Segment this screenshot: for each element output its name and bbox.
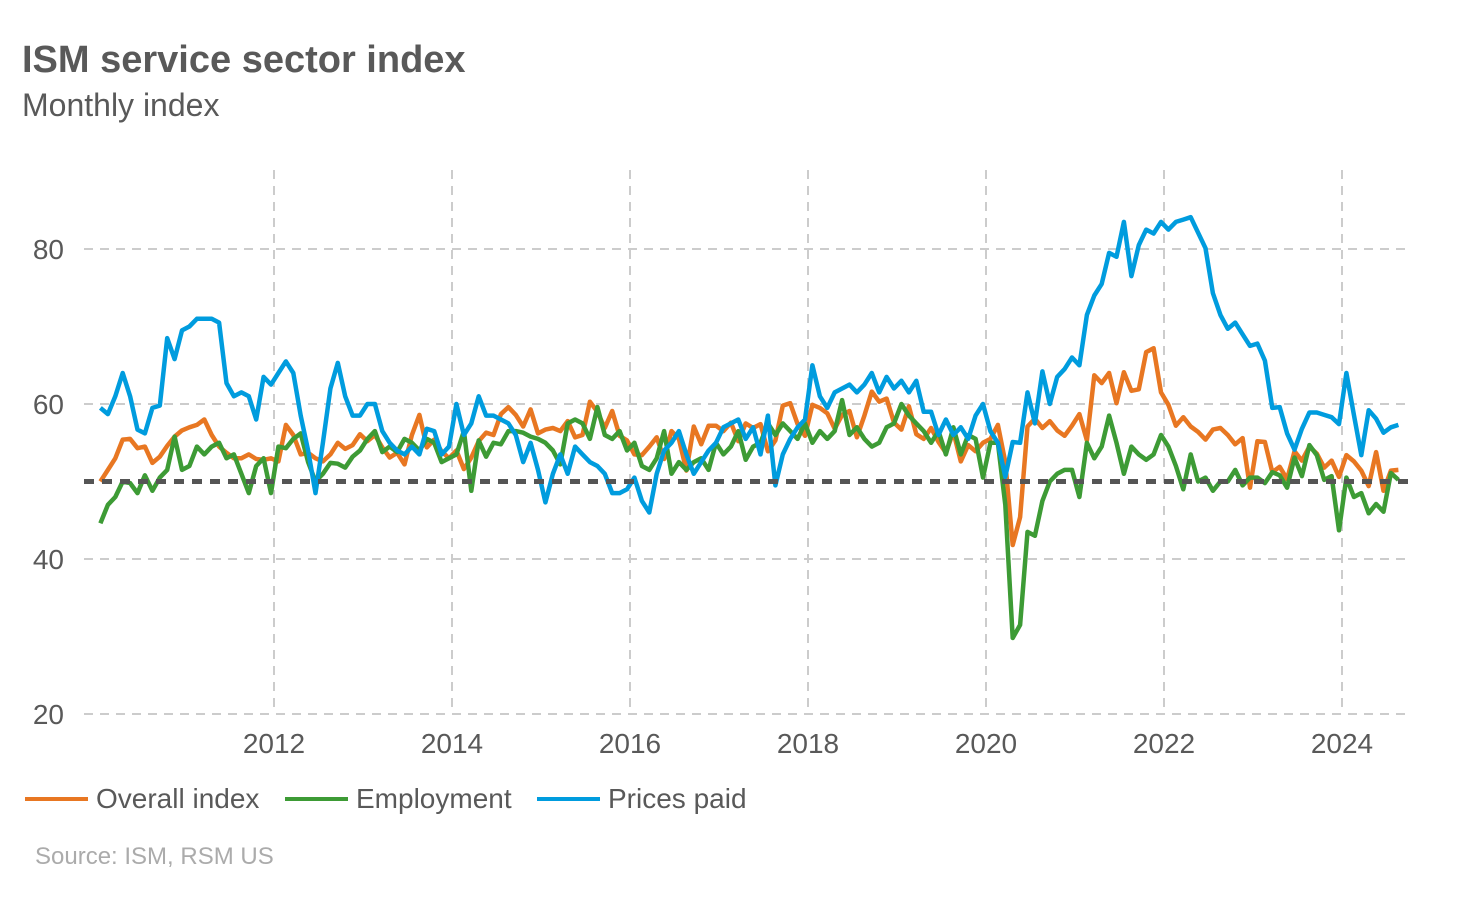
series-lines [84, 214, 1412, 641]
legend-label: Employment [356, 783, 512, 814]
chart-subtitle: Monthly index [22, 87, 219, 123]
x-tick-label: 2022 [1133, 728, 1195, 759]
x-tick-label: 2012 [243, 728, 305, 759]
series-line-overall-index [98, 345, 1399, 548]
legend: Overall index Employment Prices paid [25, 783, 747, 814]
y-tick-label: 40 [33, 544, 64, 575]
x-tick-label: 2018 [777, 728, 839, 759]
x-tick-label: 2014 [421, 728, 483, 759]
x-tick-label: 2020 [955, 728, 1017, 759]
y-tick-label: 80 [33, 234, 64, 265]
legend-label: Overall index [96, 783, 259, 814]
chart-title: ISM service sector index [22, 39, 466, 81]
x-tick-label: 2016 [599, 728, 661, 759]
source-note: Source: ISM, RSM US [35, 843, 274, 870]
axis-ticks: 20 40 60 80 2012 2014 2016 2018 2020 2022 2024 [33, 234, 1373, 759]
y-tick-label: 20 [33, 699, 64, 730]
x-tick-label: 2024 [1311, 728, 1373, 759]
legend-label: Prices paid [608, 783, 747, 814]
series-line-prices-paid [98, 214, 1400, 515]
y-tick-label: 60 [33, 389, 64, 420]
